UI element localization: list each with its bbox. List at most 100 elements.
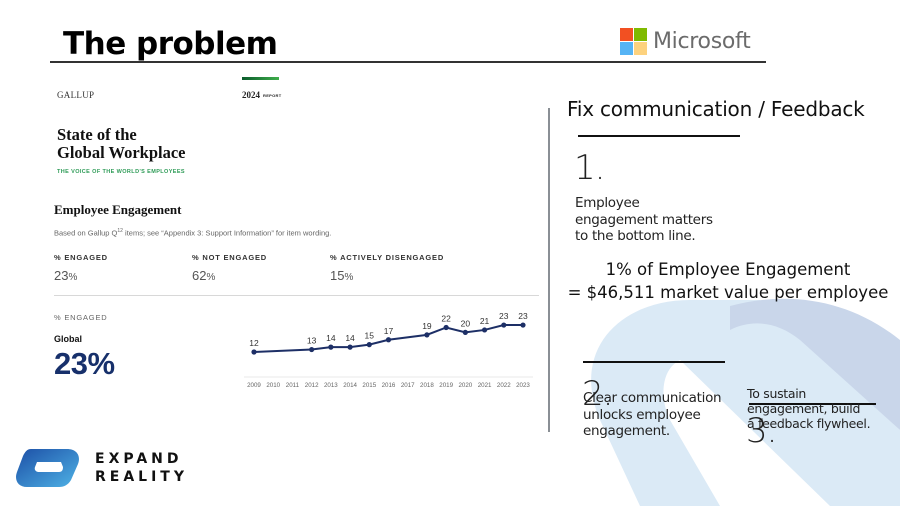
point-2-rule xyxy=(583,361,725,363)
point-3-text: To sustain engagement, build a feedback … xyxy=(747,386,871,431)
point-text-line: a feedback flywheel. xyxy=(747,416,871,431)
stat-actively-disengaged: % ACTIVELY DISENGAGED 15% xyxy=(330,253,444,283)
chart-data-label: 14 xyxy=(345,333,355,343)
chart-x-tick: 2019 xyxy=(439,382,453,389)
note-suffix: items; see “Appendix 3: Support Informat… xyxy=(122,228,332,238)
chart-x-tick: 2013 xyxy=(324,382,338,389)
stats-divider xyxy=(54,295,539,296)
chart-data-label: 15 xyxy=(365,331,375,341)
trend-label: % ENGAGED xyxy=(54,313,108,322)
stat-value: 62% xyxy=(192,268,267,283)
chart-x-tick: 2014 xyxy=(343,382,357,389)
chart-x-tick: 2016 xyxy=(382,382,396,389)
point-2-text: Clear communication unlocks employee eng… xyxy=(583,390,722,440)
chart-data-label: 21 xyxy=(480,316,490,326)
point-text-line: to the bottom line. xyxy=(575,228,696,244)
point-text-line: engagement matters xyxy=(575,211,713,228)
expand-reality-wordmark: EXPAND REALITY xyxy=(95,452,188,484)
point-2-number: 2. xyxy=(582,374,613,414)
report-title: State of the Global Workplace xyxy=(57,126,186,162)
right-panel-heading: Fix communication / Feedback xyxy=(567,97,865,121)
chart-data-label: 20 xyxy=(461,318,471,328)
point-text-line: Clear communication xyxy=(583,390,722,406)
chart-data-label: 13 xyxy=(307,336,317,346)
microsoft-windows-icon xyxy=(620,28,647,55)
note-superscript: 12 xyxy=(117,228,123,234)
chart-data-label: 17 xyxy=(384,326,394,336)
background-ribbon-shape xyxy=(560,280,900,506)
chart-point xyxy=(309,346,315,353)
report-subtitle: THE VOICE OF THE WORLD'S EMPLOYEES xyxy=(57,169,185,175)
value-line2: = $46,511 market value per employee xyxy=(567,283,889,302)
point-text-line: engagement, build xyxy=(747,401,861,416)
chart-point xyxy=(366,342,372,348)
chart-data-label: 23 xyxy=(518,311,528,321)
wordmark-line2: REALITY xyxy=(95,469,188,485)
report-year: 2024 REPORT xyxy=(242,90,281,100)
report-title-line1: State of the xyxy=(57,125,137,144)
point-1-rule xyxy=(578,135,740,137)
chart-point xyxy=(443,324,449,331)
chart-point xyxy=(347,344,353,350)
chart-x-tick: 2009 xyxy=(247,382,261,389)
chart-x-tick: 2017 xyxy=(401,382,415,389)
stat-number: 62 xyxy=(192,268,207,283)
chart-point xyxy=(481,327,488,333)
point-3-number: 3. xyxy=(746,411,777,451)
engagement-value-statement: 1% of Employee Engagement = $46,511 mark… xyxy=(566,258,890,304)
chart-x-tick: 2022 xyxy=(497,382,511,389)
chart-x-tick: 2010 xyxy=(266,382,280,389)
microsoft-wordmark: Microsoft xyxy=(653,29,751,54)
note-prefix: Based on Gallup Q xyxy=(54,228,118,238)
chart-data-label: 23 xyxy=(499,311,509,321)
stat-engaged: % ENGAGED 23% xyxy=(54,253,108,283)
engagement-section-title: Employee Engagement xyxy=(54,202,182,217)
report-title-line2: Global Workplace xyxy=(57,143,186,162)
region-value: 23% xyxy=(54,346,115,381)
chart-x-tick: 2023 xyxy=(516,382,530,389)
stat-unit: % xyxy=(68,272,78,283)
chart-data-label: 14 xyxy=(326,333,336,343)
stat-label: % ACTIVELY DISENGAGED xyxy=(330,253,445,262)
point-1-number: 1. xyxy=(574,148,605,188)
stat-value: 23% xyxy=(54,268,108,283)
expand-reality-mark-icon xyxy=(16,449,79,487)
chart-x-tick: 2012 xyxy=(305,382,319,389)
chart-point xyxy=(424,332,430,338)
expand-reality-logo: EXPAND REALITY xyxy=(15,448,188,488)
chart-data-label: 19 xyxy=(422,321,432,331)
point-text-line: Employee xyxy=(575,195,640,211)
point-1-text: Employee engagement matters to the botto… xyxy=(575,195,713,245)
title-underline xyxy=(50,61,766,63)
stat-number: 15 xyxy=(330,268,345,283)
stat-unit: % xyxy=(344,272,354,283)
engagement-note: Based on Gallup Q12 items; see “Appendix… xyxy=(54,228,331,238)
chart-point xyxy=(501,322,507,328)
report-year-suffix: REPORT xyxy=(263,93,282,99)
point-3-rule xyxy=(749,403,876,405)
chart-point xyxy=(385,337,392,343)
stat-value: 15% xyxy=(330,268,444,283)
region-label: Global xyxy=(54,334,83,344)
stat-unit: % xyxy=(206,272,216,283)
report-year-number: 2024 xyxy=(242,90,260,100)
microsoft-logo: Microsoft xyxy=(620,28,751,55)
chart-x-tick: 2021 xyxy=(478,382,492,389)
chart-x-tick: 2011 xyxy=(286,382,300,389)
point-text-line: unlocks employee xyxy=(583,406,701,423)
chart-x-tick: 2020 xyxy=(458,382,472,389)
chart-line xyxy=(253,324,523,353)
stat-not-engaged: % NOT ENGAGED 62% xyxy=(192,253,267,283)
chart-point xyxy=(520,322,526,328)
stat-label: % NOT ENGAGED xyxy=(192,253,267,262)
chart-point xyxy=(251,349,257,355)
chart-point xyxy=(462,329,468,335)
value-line1: 1% of Employee Engagement xyxy=(605,260,851,279)
chart-point xyxy=(328,344,334,350)
chart-data-label: 12 xyxy=(249,338,259,348)
stat-label: % ENGAGED xyxy=(54,253,108,262)
point-text-line: To sustain xyxy=(747,386,807,401)
vertical-divider xyxy=(548,108,550,432)
chart-data-label: 22 xyxy=(441,314,451,324)
